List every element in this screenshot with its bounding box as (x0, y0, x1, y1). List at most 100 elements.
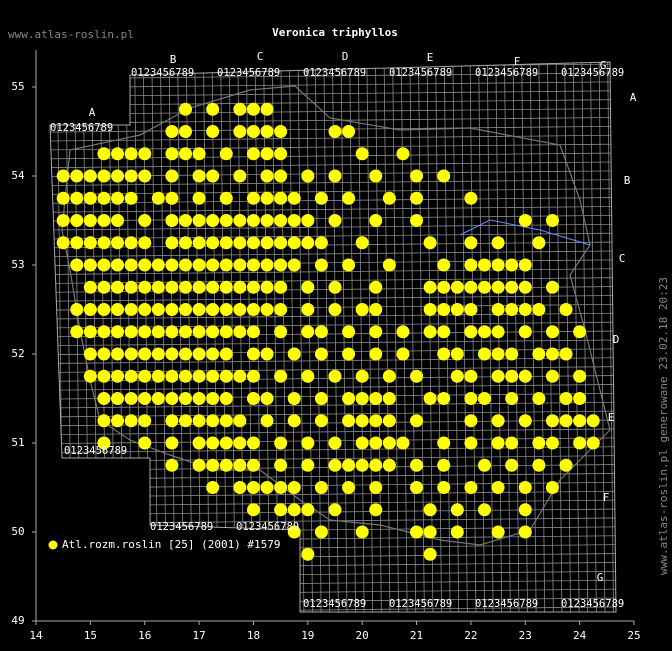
occurrence-dot (464, 392, 478, 405)
grid-line-h (50, 90, 616, 97)
occurrence-dot (342, 458, 356, 472)
occurrence-dot (111, 392, 125, 405)
grid-line-h (50, 143, 616, 151)
occurrence-dot (314, 347, 328, 361)
occurrence-dot (410, 369, 424, 383)
grid-line-v (50, 62, 55, 612)
occurrence-dot (545, 214, 559, 227)
occurrence-dot (369, 392, 383, 405)
occurrence-dot (532, 236, 546, 250)
occurrence-dot (491, 436, 505, 450)
occurrence-dot (355, 525, 369, 539)
occurrence-dot (260, 214, 274, 227)
occurrence-dot (301, 280, 315, 294)
occurrence-dot (138, 414, 152, 428)
occurrence-dot (179, 102, 192, 116)
occurrence-dot (165, 436, 179, 450)
occurrence-dot (410, 214, 424, 227)
occurrence-dot (369, 481, 383, 494)
occurrence-dot (301, 236, 315, 250)
occurrence-dot (97, 392, 111, 405)
grid-line-v (538, 62, 546, 612)
grid-digits: 0123456789 (217, 67, 280, 79)
occurrence-dot (464, 414, 478, 428)
occurrence-dot (219, 191, 233, 205)
grid-digits: 0123456789 (475, 598, 538, 610)
grid-line-v (590, 62, 597, 612)
occurrence-dot (382, 414, 396, 428)
occurrence-dot (124, 369, 138, 383)
occurrence-dot (138, 347, 152, 361)
occurrence-dot (478, 258, 491, 272)
occurrence-dot (192, 458, 206, 472)
occurrence-dot (70, 169, 84, 183)
occurrence-dot (83, 258, 97, 272)
occurrence-dot (505, 369, 519, 383)
occurrence-dot (573, 325, 587, 339)
occurrence-dot (206, 303, 220, 316)
occurrence-dot (518, 258, 532, 272)
grid-line-h (50, 339, 616, 347)
occurrence-dot (301, 458, 315, 472)
grid-line-h (50, 579, 616, 587)
occurrence-dot (246, 303, 260, 316)
occurrence-dot (491, 525, 505, 539)
occurrence-dot (437, 303, 451, 316)
occurrence-dot (56, 214, 70, 227)
occurrence-dot (437, 481, 451, 494)
occurrence-dot (274, 436, 288, 450)
grid-outline (49, 61, 617, 613)
grid-line-h (50, 561, 616, 569)
occurrence-dot (151, 303, 165, 316)
occurrence-dot (206, 458, 220, 472)
occurrence-dot (83, 369, 97, 383)
occurrence-dot (179, 369, 192, 383)
map-title: Veronica triphyllos (272, 26, 398, 39)
occurrence-dot (328, 458, 342, 472)
occurrence-dot (192, 347, 206, 361)
occurrence-dot (179, 125, 192, 138)
occurrence-dot (233, 481, 247, 494)
y-tick-label: 53 (11, 258, 24, 271)
occurrence-dot (70, 191, 84, 205)
occurrence-dot (179, 325, 192, 339)
occurrence-dot (532, 392, 546, 405)
occurrence-dot (111, 280, 125, 294)
grid-line-v (409, 62, 417, 612)
x-tick-label: 16 (138, 629, 151, 642)
occurrence-dot (124, 147, 138, 161)
occurrence-dot (206, 369, 220, 383)
occurrence-dot (260, 236, 274, 250)
occurrence-dot (246, 458, 260, 472)
occurrence-dot (219, 258, 233, 272)
occurrence-dot (219, 236, 233, 250)
occurrence-dot (111, 236, 125, 250)
occurrence-dot (56, 236, 70, 250)
occurrence-dot (83, 347, 97, 361)
occurrence-dot (464, 258, 478, 272)
x-tick-label: 21 (410, 629, 423, 642)
grid-line-h (50, 205, 616, 213)
grid-line-h (50, 294, 616, 302)
occurrence-dot (314, 191, 328, 205)
occurrence-dot (165, 125, 179, 138)
occurrence-dot (573, 392, 587, 405)
occurrence-dot (124, 191, 138, 205)
occurrence-dot (233, 169, 247, 183)
occurrence-dot (274, 214, 288, 227)
occurrence-dot (328, 125, 342, 138)
grid-line-h (50, 401, 616, 409)
occurrence-dot (342, 347, 356, 361)
occurrence-dot (518, 214, 532, 227)
occurrence-dot (206, 392, 220, 405)
occurrence-dot (246, 436, 260, 450)
occurrence-dot (246, 503, 260, 517)
occurrence-dot (437, 392, 451, 405)
occurrence-dot (165, 347, 179, 361)
grid-letter: A (630, 91, 637, 104)
grid-line-h (50, 383, 616, 391)
occurrence-dot (410, 458, 424, 472)
occurrence-dot (287, 481, 301, 494)
occurrence-dot (124, 414, 138, 428)
occurrence-dot (342, 191, 356, 205)
